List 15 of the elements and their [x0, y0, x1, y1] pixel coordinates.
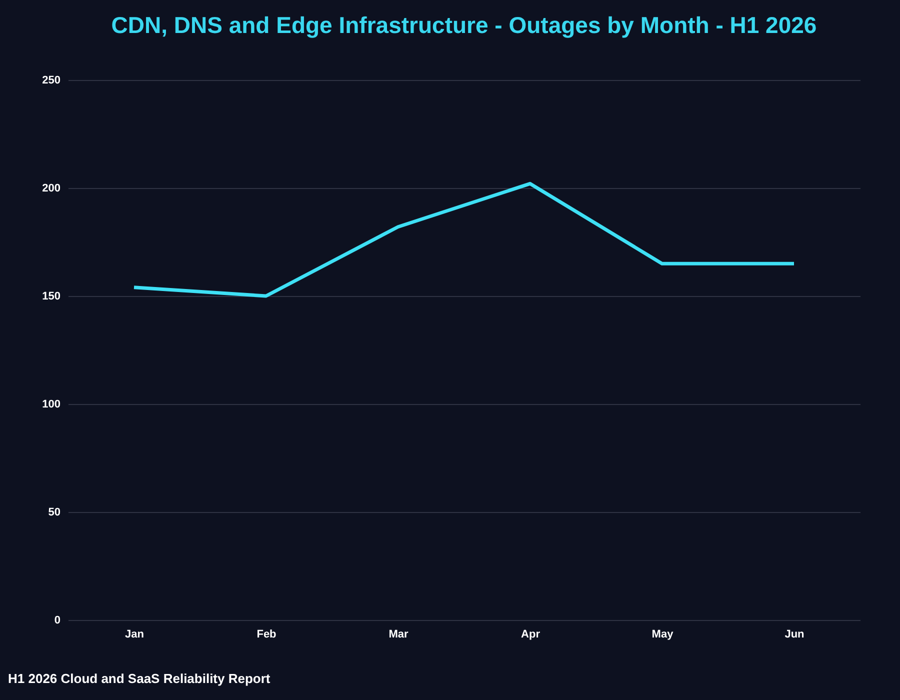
- y-tick-label: 0: [54, 614, 60, 626]
- x-tick-label: Mar: [388, 628, 409, 640]
- x-tick-label: May: [652, 628, 674, 640]
- y-tick-label: 250: [42, 74, 60, 86]
- x-tick-label: Jun: [784, 628, 805, 640]
- text: H1 2026 Cloud and SaaS Reliability Report: [8, 671, 271, 686]
- chart-title: CDN, DNS and Edge Infrastructure - Outages by Month - H1 2026: [111, 12, 817, 38]
- y-tick-label: 150: [42, 290, 60, 302]
- x-tick-label: Feb: [256, 628, 277, 640]
- x-tick-label: Jan: [125, 628, 144, 640]
- y-tick-label: 50: [48, 506, 60, 518]
- y-tick-label: 100: [42, 398, 60, 410]
- line-series: [132, 182, 796, 298]
- y-tick-label: 200: [42, 182, 60, 194]
- x-tick-label: Apr: [521, 628, 541, 640]
